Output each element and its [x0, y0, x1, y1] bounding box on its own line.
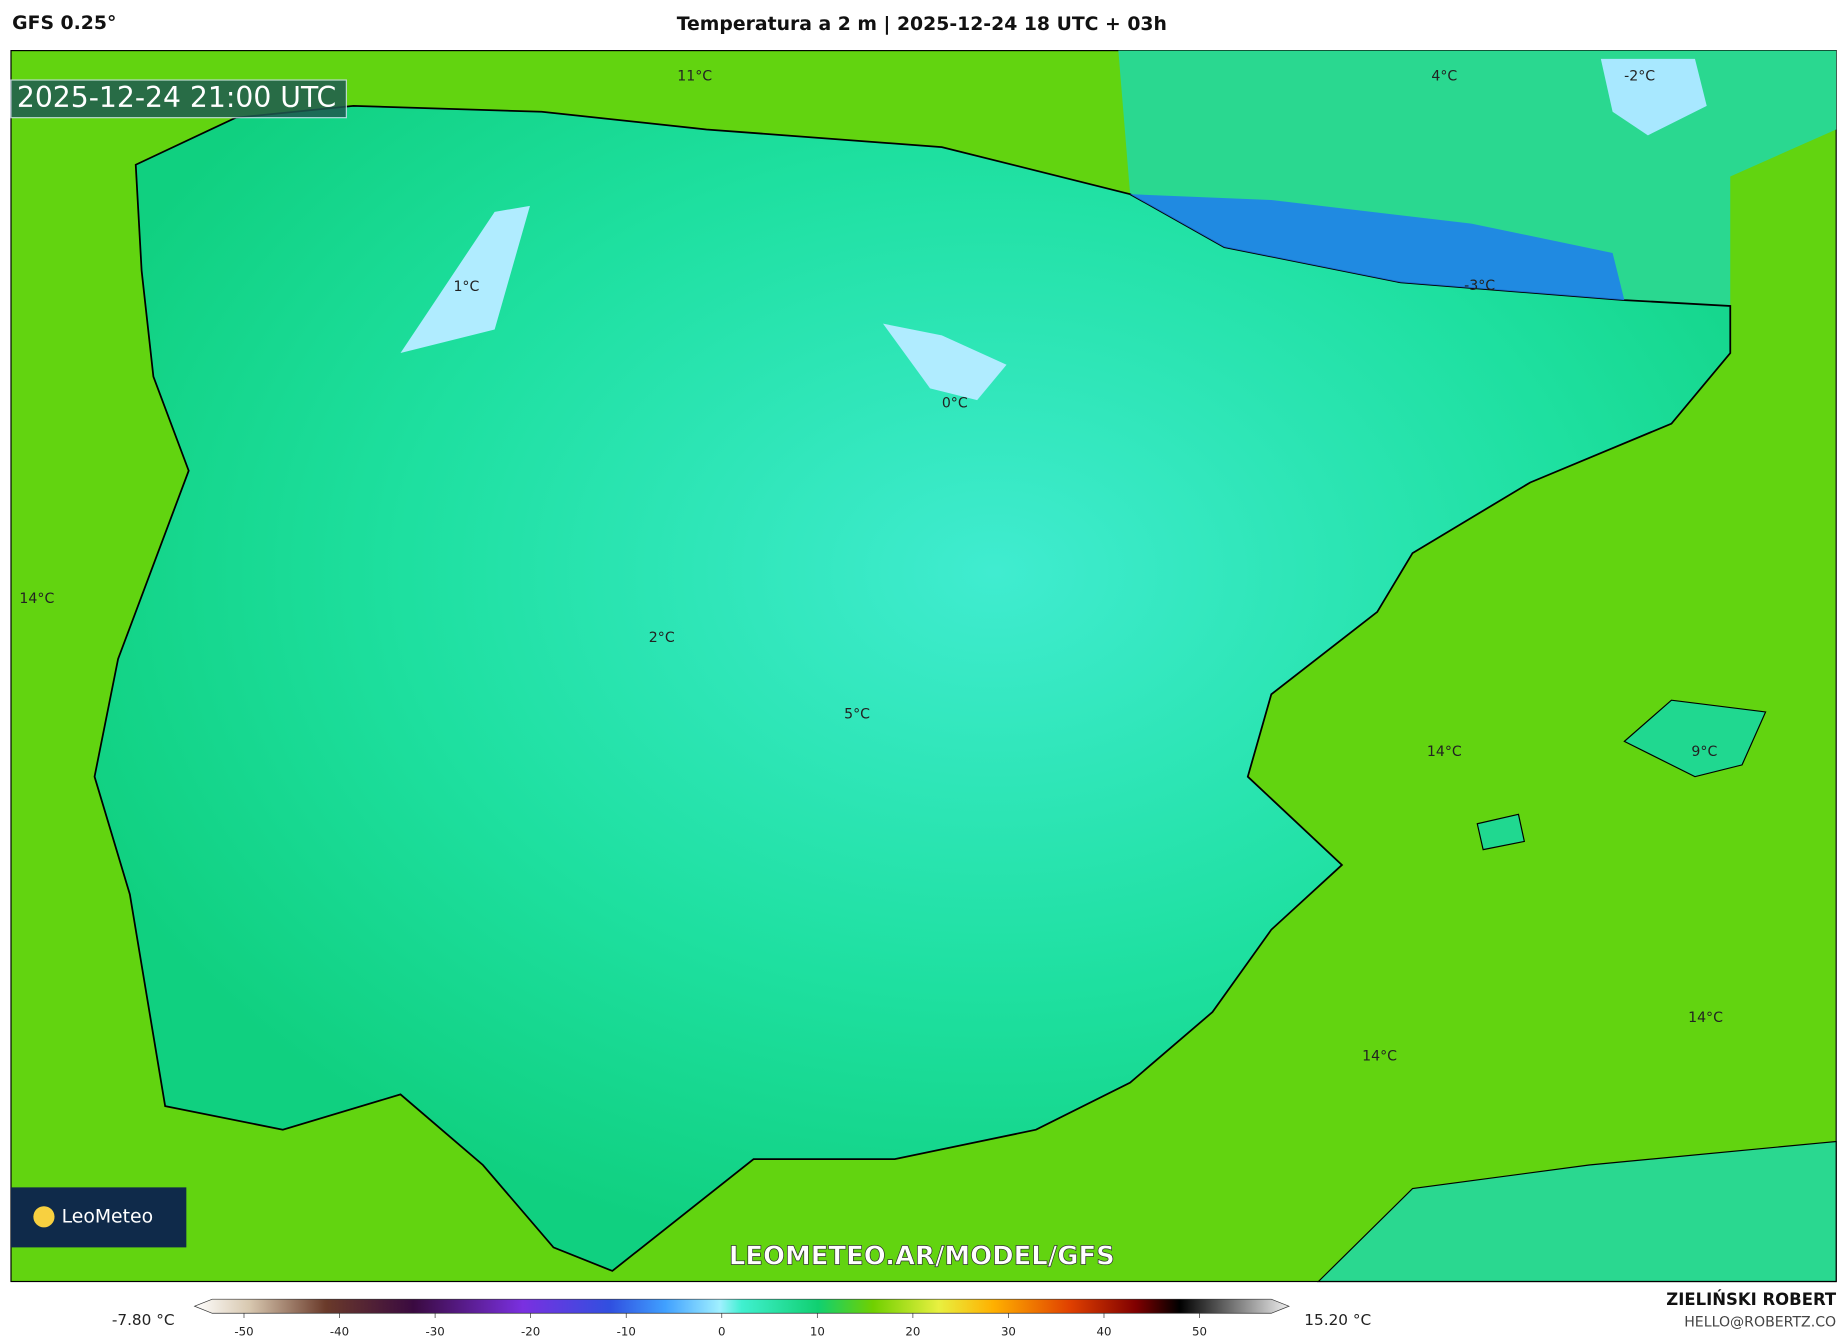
colorbar-tick-label: -10 [617, 1325, 636, 1338]
island [1623, 699, 1767, 778]
temperature-label: 11°C [677, 68, 712, 84]
cold-area [1600, 58, 1707, 136]
temperature-label: 5°C [844, 706, 870, 722]
temperature-label: 14°C [1427, 744, 1462, 760]
temperature-label: 14°C [1688, 1010, 1723, 1026]
temperature-label: 0°C [942, 396, 968, 412]
model-name: GFS 0.25° [12, 13, 116, 34]
temperature-label: 9°C [1691, 744, 1717, 760]
time-box [10, 79, 347, 119]
colorbar-min: -7.80 °C [112, 1311, 175, 1329]
logo-sun [33, 1206, 55, 1228]
cold-area [400, 205, 530, 354]
temperature-label: -3°C [1464, 278, 1495, 294]
colorbar-tick-label: -50 [234, 1325, 253, 1338]
temperature-label: 14°C [1362, 1049, 1397, 1065]
email: HELLO@ROBERTZ.CO [1684, 1315, 1836, 1331]
colorbar-tick-label: 10 [810, 1325, 825, 1338]
island [1476, 813, 1526, 851]
temperature-label: 14°C [19, 591, 54, 607]
colorbar-tick-label: 0 [718, 1325, 725, 1338]
watermark: LEOMETEO.AR/MODEL/GFS [729, 1241, 1115, 1271]
temperature-label: 4°C [1431, 68, 1457, 84]
colorbar-tick-label: 30 [1001, 1325, 1016, 1338]
colorbar-tick-label: 40 [1097, 1325, 1112, 1338]
colorbar-tick-label: -40 [330, 1325, 349, 1338]
africa-land [1316, 1140, 1837, 1283]
colorbar-max: 15.20 °C [1304, 1311, 1371, 1329]
temperature-label: 2°C [649, 630, 675, 646]
temperature-label: 1°C [453, 279, 479, 295]
france-land [941, 50, 1837, 306]
logo-text: LeoMeteo [62, 1206, 154, 1227]
cold-area [882, 323, 1007, 401]
colorbar-tick-label: -20 [521, 1325, 540, 1338]
valid-time: 2025-12-24 21:00 UTC [17, 81, 336, 114]
colorbar-tick-label: -30 [426, 1325, 445, 1338]
temperature-label: -2°C [1624, 68, 1655, 84]
author: ZIELIŃSKI ROBERT [1666, 1290, 1837, 1309]
colorbar [193, 1298, 1290, 1314]
colorbar-tick-label: 20 [905, 1325, 920, 1338]
map-title: Temperatura a 2 m | 2025-12-24 18 UTC + … [677, 14, 1167, 35]
cold-area [1130, 194, 1625, 301]
colorbar-tick-label: 50 [1192, 1325, 1207, 1338]
